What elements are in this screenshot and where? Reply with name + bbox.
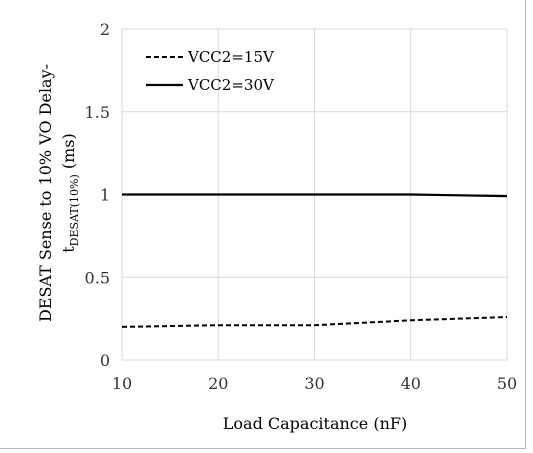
y-axis-title-subscript: DESAT(10%) [68, 174, 81, 246]
x-tick-label: 10 [112, 374, 132, 393]
series-lines [121, 193, 508, 328]
chart-frame: 0 0.5 1 1.5 2 10 20 30 40 50 VCC2=15V VCC2=30V L… [0, 0, 526, 449]
series-line-vcc2-15v [121, 316, 508, 328]
x-tick-label: 20 [208, 374, 228, 393]
y-tick-label: 2 [100, 20, 110, 39]
y-axis-title-line1: DESAT Sense to 10% VO Delay- [36, 64, 55, 322]
legend-label-vcc2-15v: VCC2=15V [187, 48, 275, 66]
y-tick-label: 0 [100, 351, 110, 370]
x-tick-label: 40 [401, 374, 421, 393]
x-tick-labels: 10 20 30 40 50 [112, 374, 517, 393]
y-tick-label: 0.5 [85, 268, 110, 287]
y-axis-title-unit: (ms) [59, 133, 78, 174]
y-axis-title-t: t [59, 246, 78, 253]
x-tick-label: 30 [304, 374, 324, 393]
x-tick-label: 50 [497, 374, 517, 393]
y-axis-title-line2: tDESAT(10%) (ms) [59, 133, 81, 253]
x-axis-title: Load Capacitance (nF) [223, 414, 407, 433]
legend-label-vcc2-30v: VCC2=30V [187, 76, 275, 94]
series-line-vcc2-30v [122, 193, 508, 198]
legend: VCC2=15V VCC2=30V [146, 48, 275, 94]
y-tick-labels: 0 0.5 1 1.5 2 [85, 20, 110, 370]
y-tick-label: 1 [100, 186, 110, 205]
y-tick-label: 1.5 [85, 103, 110, 122]
